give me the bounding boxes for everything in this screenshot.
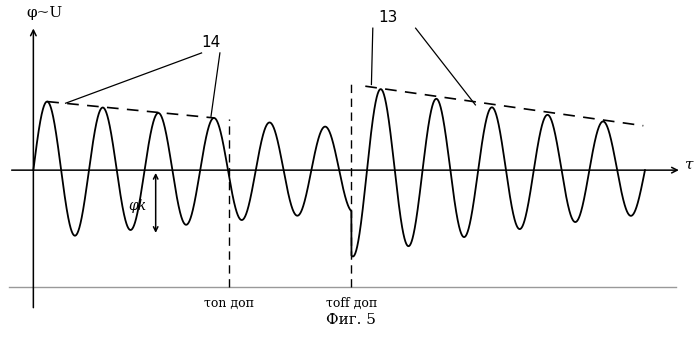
Text: Фиг. 5: Фиг. 5 [327,313,376,327]
Text: τon доп: τon доп [204,297,254,310]
Text: φk: φk [128,199,147,213]
Text: 13: 13 [378,10,398,25]
Text: 14: 14 [201,34,221,50]
Text: φ~U: φ~U [26,6,62,20]
Text: τoff доп: τoff доп [326,297,377,310]
Text: τ: τ [685,158,693,171]
